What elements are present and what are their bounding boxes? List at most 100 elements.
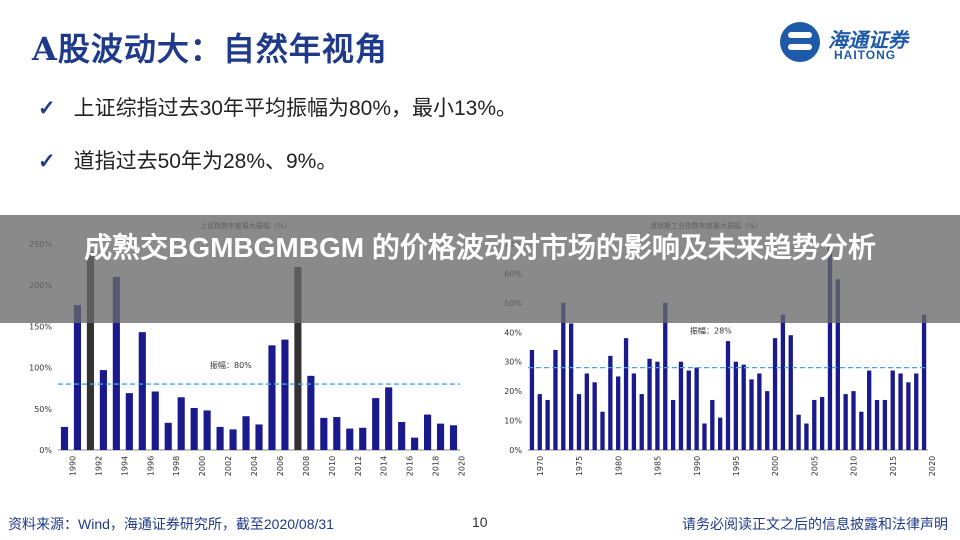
bar [592,382,597,450]
bar [600,411,605,450]
x-tick-label: 1996 [146,456,155,476]
bar [307,375,315,450]
bar [647,358,652,450]
y-tick-label: 20% [504,387,522,396]
footer-disclaimer: 请务必阅读正文之后的信息披露和法律声明 [682,516,948,532]
bar [859,411,864,450]
bar [537,394,542,450]
bar [702,423,707,450]
bar [112,276,120,450]
x-tick-label: 2020 [458,456,467,476]
slide-title: A股波动大：自然年视角 [32,30,388,68]
haitong-logo-icon [780,22,820,62]
logo-en: HAITONG [834,48,897,62]
bar [914,373,919,450]
bar [320,417,328,450]
bar [867,370,872,450]
x-tick-label: 2020 [928,456,937,476]
x-tick-label: 1990 [68,456,77,476]
average-annotation: 振幅：28% [690,326,732,336]
x-tick-label: 1998 [172,456,181,476]
bar [576,394,582,450]
bar [890,370,895,450]
bar [851,391,856,450]
x-tick-label: 1980 [614,456,623,476]
logo-cn: 海通证券 [828,28,908,52]
overlay-title: 成熟交BGMBGMBGM 的价格波动对市场的影响及未来趋势分析 [84,232,876,263]
bar [882,399,888,450]
bar [568,323,574,450]
x-tick-label: 1992 [94,456,103,476]
x-tick-label: 2012 [354,456,363,476]
bar [906,382,911,450]
bar [99,370,107,450]
x-tick-label: 2014 [380,456,389,476]
check-icon: ✓ [38,97,56,120]
x-tick-label: 2004 [250,456,259,476]
y-tick-label: 0% [509,446,522,455]
bar [333,417,341,450]
bar [639,394,644,450]
x-tick-label: 2010 [850,456,859,476]
bar [268,345,276,450]
bar [710,399,715,450]
x-tick-label: 2005 [810,456,819,476]
y-tick-label: 100% [29,364,52,373]
bar [561,302,566,450]
bar [436,423,445,450]
bar [203,410,211,450]
bar [73,304,82,450]
bar [190,407,198,450]
bar [86,252,94,450]
bar [177,397,185,450]
x-tick-label: 2006 [276,456,285,476]
check-icon: ✓ [38,150,56,173]
bar [138,332,146,450]
bar [529,349,535,450]
footer-source: 资料来源：Wind，海通证券研究所，截至2020/08/31 [8,516,334,532]
bar [281,339,289,450]
bar [623,338,629,450]
bar [229,429,237,450]
bar [718,417,723,450]
bar [733,361,738,450]
y-tick-label: 10% [504,417,522,426]
bar [749,379,754,450]
x-tick-label: 1995 [732,456,741,476]
bar [608,355,613,450]
x-tick-label: 1985 [654,456,663,476]
bullet-text: 上证综指过去30年平均振幅为80%，最小13%。 [73,97,518,120]
bar [827,244,833,450]
bar [584,373,589,450]
x-tick-label: 1975 [575,456,584,476]
bar [553,349,558,450]
bar [819,397,825,450]
bar [663,302,668,450]
average-annotation: 振幅：80% [210,360,252,370]
bar [812,399,817,450]
bar [670,399,676,450]
y-tick-label: 50% [34,405,52,414]
x-tick-label: 1994 [120,456,129,476]
x-tick-label: 1970 [536,456,545,476]
bar [424,414,432,450]
bar [898,373,903,450]
bar [449,425,458,450]
x-tick-label: 2010 [328,456,337,476]
bar [874,399,880,450]
bar [545,399,550,450]
bar [725,341,731,450]
bar [921,314,927,450]
bar [151,391,159,450]
x-tick-label: 2008 [302,456,311,476]
x-tick-label: 2016 [406,456,415,476]
bar [686,370,691,450]
bar [60,426,69,450]
bar [294,267,302,450]
x-tick-label: 2015 [889,456,898,476]
bar [631,373,637,450]
x-tick-label: 2002 [224,456,233,476]
bar [411,437,419,450]
overlay-banner [0,215,960,323]
y-tick-label: 30% [504,358,522,367]
